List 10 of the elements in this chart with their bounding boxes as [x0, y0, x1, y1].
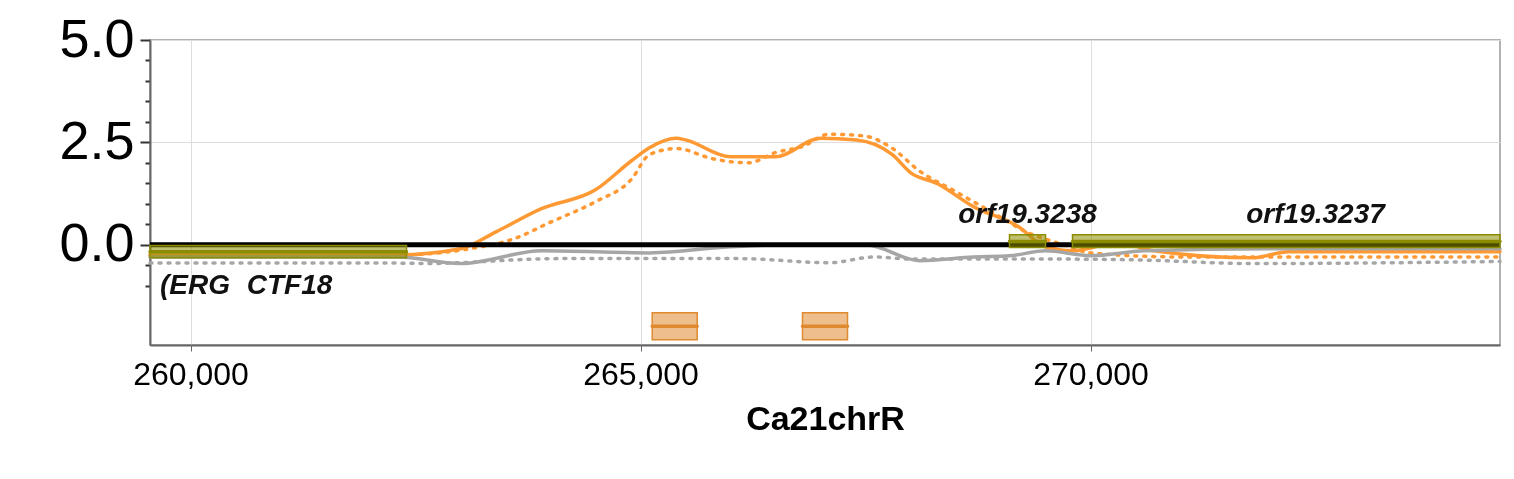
y-tick-label: 0.0 — [59, 212, 135, 273]
x-tick-label: 260,000 — [133, 355, 249, 392]
annotation: (ERG — [160, 268, 230, 300]
y-tick-label: 2.5 — [59, 109, 135, 170]
y-tick-label: 5.0 — [59, 7, 135, 68]
x-tick-label: 265,000 — [583, 355, 699, 392]
annotation: orf19.3237 — [1246, 197, 1387, 229]
x-axis-title: Ca21chrR — [746, 398, 905, 437]
annotation: CTF18 — [246, 268, 333, 300]
x-tick-label: 270,000 — [1033, 355, 1149, 392]
